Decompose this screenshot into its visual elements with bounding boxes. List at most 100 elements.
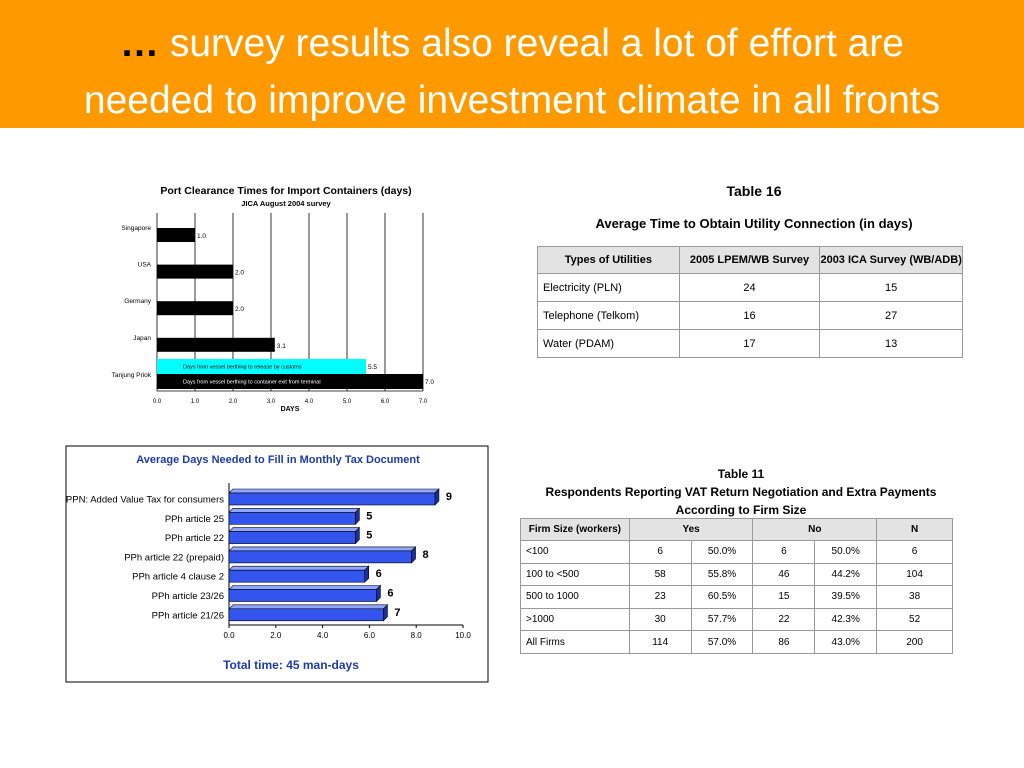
category-label: USA: [138, 262, 152, 269]
header-line-1: … survey results also reveal a lot of ef…: [0, 22, 1024, 66]
table-cell: 50.0%: [814, 540, 878, 564]
bar: [228, 531, 356, 544]
table-cell: 42.3%: [814, 607, 878, 632]
bar-top: [228, 585, 382, 590]
category-label: PPh article 4 clause 2: [132, 572, 224, 583]
table-cell: <100: [520, 540, 630, 564]
bar: [157, 228, 195, 242]
table-row: Water (PDAM) 17 13: [537, 329, 963, 358]
header-ellipsis: …: [120, 22, 160, 65]
bar: [157, 359, 366, 374]
table-row: 100 to <500 58 55.8% 46 44.2% 104: [520, 562, 953, 587]
table-cell: 23: [628, 585, 692, 609]
table-cell: 24: [678, 273, 821, 302]
table16-col-2005: 2005 LPEM/WB Survey: [678, 246, 821, 274]
utility-connection-table: Types of Utilities 2005 LPEM/WB Survey 2…: [537, 246, 963, 358]
table-cell: 86: [752, 630, 816, 654]
table-cell: 200: [876, 630, 953, 654]
table11-col-firm-size: Firm Size (workers): [520, 518, 630, 541]
table16-title: Table 16: [726, 183, 782, 199]
bar-annotation: Days from vessel berthing to container e…: [183, 380, 321, 386]
category-label: PPh article 23/26: [152, 591, 224, 602]
table11-subtitle-2: According to Firm Size: [675, 503, 807, 517]
bar: [228, 492, 436, 506]
bar: [157, 337, 275, 352]
bar: [228, 569, 366, 583]
table-cell: 16: [678, 301, 821, 330]
table-cell: 17: [678, 329, 821, 358]
table-cell: 44.2%: [814, 562, 878, 587]
x-tick-label: 8.0: [411, 631, 423, 640]
table16-col-utilities: Types of Utilities: [537, 246, 680, 274]
x-tick-label: 4.0: [305, 399, 314, 405]
table-cell: All Firms: [520, 630, 630, 654]
table-cell: 60.5%: [690, 585, 754, 609]
x-tick-label: 7.0: [419, 399, 428, 405]
x-tick-label: 6.0: [381, 399, 390, 405]
table-cell: 46: [752, 562, 816, 587]
header-line-2: needed to improve investment climate in …: [83, 79, 941, 122]
table-cell: 57.0%: [690, 630, 754, 654]
x-tick-label: 0.0: [153, 399, 162, 405]
table16-header-row: Types of Utilities 2005 LPEM/WB Survey 2…: [537, 246, 963, 274]
bar-top: [228, 565, 370, 571]
category-label: PPh article 22: [165, 533, 224, 544]
bar-top: [228, 527, 361, 532]
table11-subtitle-1: Respondents Reporting VAT Return Negotia…: [545, 485, 937, 499]
table-cell: 114: [628, 630, 692, 654]
category-label: PPN: Added Value Tax for consumers: [66, 495, 224, 506]
data-label: 1.0: [197, 233, 206, 240]
table-cell: 100 to <500: [520, 562, 630, 587]
category-label: Japan: [133, 335, 151, 342]
data-label: 6: [376, 568, 382, 580]
bar-annotation: Days from vessel berthing to release by …: [183, 365, 302, 371]
table-cell: 6: [876, 540, 953, 564]
table-cell: Telephone (Telkom): [537, 301, 680, 330]
bar-top: [228, 507, 361, 513]
category-label: PPh article 22 (prepaid): [124, 552, 224, 563]
category-label: Germany: [124, 298, 151, 305]
table11-col-no: No: [752, 518, 878, 541]
table11-col-yes: Yes: [628, 518, 754, 541]
table11-title: Table 11: [717, 467, 765, 481]
table-cell: 15: [819, 273, 963, 302]
table-row: Telephone (Telkom) 16 27: [537, 301, 963, 330]
header-line-1-text: survey results also reveal a lot of effo…: [159, 22, 904, 65]
table-cell: 57.7%: [690, 607, 754, 632]
table-cell: 50.0%: [690, 540, 754, 564]
chart1-xlabel: DAYS: [281, 406, 300, 413]
bar: [228, 550, 412, 564]
x-tick-label: 3.0: [267, 399, 276, 405]
bar: [228, 511, 356, 525]
data-label: 8: [422, 549, 428, 561]
table-cell: 15: [752, 585, 816, 609]
table-cell: 27: [819, 301, 963, 330]
table11-col-n: N: [876, 518, 953, 541]
chart2-title: Average Days Needed to Fill in Monthly T…: [136, 454, 420, 466]
table-cell: 30: [628, 607, 692, 632]
chart1-title: Port Clearance Times for Import Containe…: [160, 185, 411, 197]
bar: [157, 374, 423, 389]
table-cell: 13: [819, 329, 963, 358]
table-cell: 6: [752, 540, 816, 564]
table-row: All Firms 114 57.0% 86 43.0% 200: [520, 630, 953, 654]
x-tick-label: 0.0: [223, 631, 235, 640]
data-label: 7.0: [425, 379, 434, 386]
category-label: PPh article 21/26: [152, 610, 224, 621]
data-label: 2.0: [235, 306, 244, 313]
data-label: 3.1: [277, 343, 286, 350]
chart2-frame: [65, 445, 489, 683]
data-label: 7: [394, 607, 400, 619]
data-label: 2.0: [235, 270, 244, 277]
table-cell: 38: [876, 585, 953, 609]
bar-top: [228, 488, 440, 494]
table-cell: 104: [876, 562, 953, 587]
x-tick-label: 10.0: [455, 631, 471, 640]
table-row: <100 6 50.0% 6 50.0% 6: [520, 540, 953, 564]
bar: [228, 608, 384, 622]
bar: [157, 264, 233, 279]
table16-subtitle: Average Time to Obtain Utility Connectio…: [595, 216, 913, 231]
table16-col-2003: 2003 ICA Survey (WB/ADB): [819, 246, 963, 274]
